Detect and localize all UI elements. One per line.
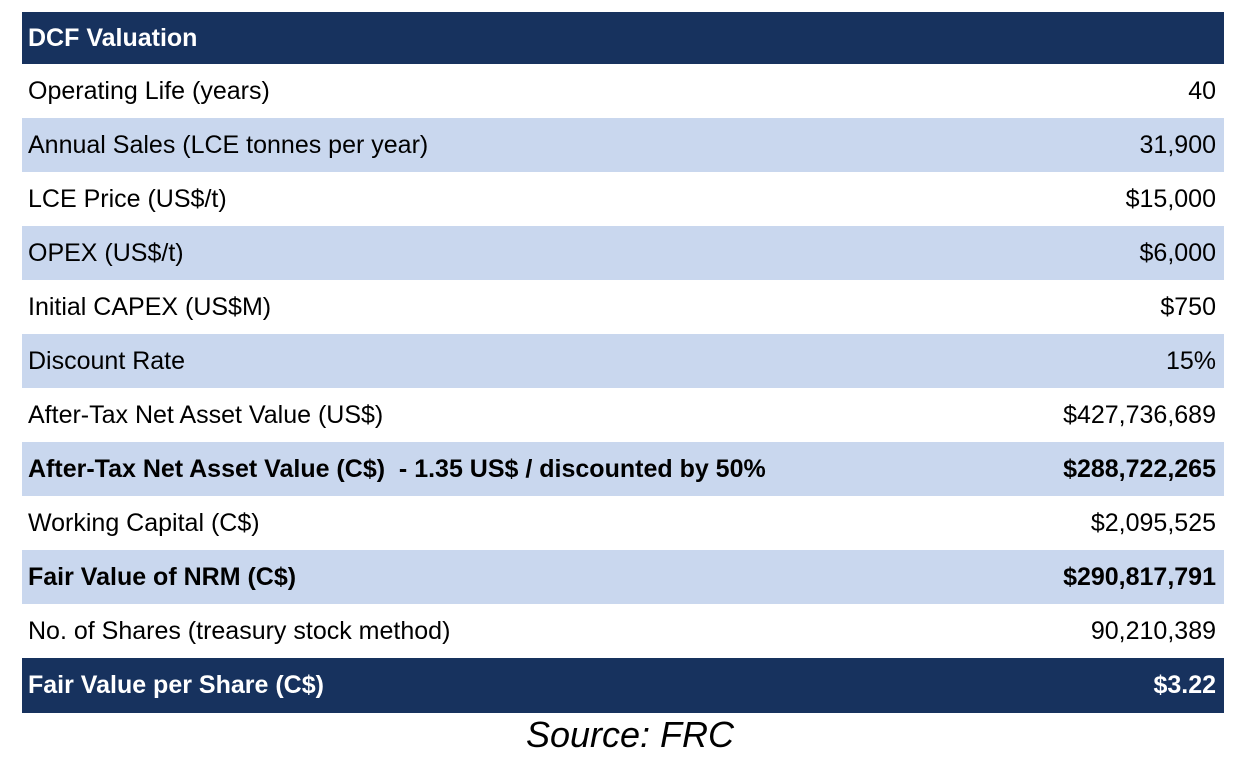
row-label: OPEX (US$/t) (28, 238, 184, 267)
row-working-capital: Working Capital (C$) $2,095,525 (22, 496, 1224, 550)
row-label: No. of Shares (treasury stock method) (28, 616, 451, 645)
row-value: $288,722,265 (1063, 454, 1216, 483)
row-operating-life: Operating Life (years) 40 (22, 64, 1224, 118)
row-label: Operating Life (years) (28, 76, 270, 105)
row-lce-price: LCE Price (US$/t) $15,000 (22, 172, 1224, 226)
row-value: 31,900 (1139, 130, 1216, 159)
row-label: Discount Rate (28, 346, 186, 375)
row-value: $750 (1160, 292, 1216, 321)
row-annual-sales: Annual Sales (LCE tonnes per year) 31,90… (22, 118, 1224, 172)
row-shares: No. of Shares (treasury stock method) 90… (22, 604, 1224, 658)
row-value: 40 (1188, 76, 1216, 105)
row-nav-usd: After-Tax Net Asset Value (US$) $427,736… (22, 388, 1224, 442)
row-nav-cad: After-Tax Net Asset Value (C$) - 1.35 US… (22, 442, 1224, 496)
row-value: 90,210,389 (1090, 616, 1216, 645)
row-value: $15,000 (1125, 184, 1216, 213)
footer-value: $3.22 (1153, 671, 1216, 699)
row-opex: OPEX (US$/t) $6,000 (22, 226, 1224, 280)
table-header: DCF Valuation (22, 12, 1224, 64)
row-value: $2,095,525 (1090, 508, 1216, 537)
row-label: Initial CAPEX (US$M) (28, 292, 272, 321)
footer-label: Fair Value per Share (C$) (28, 671, 324, 699)
row-value: $427,736,689 (1063, 400, 1216, 429)
row-label: Annual Sales (LCE tonnes per year) (28, 130, 429, 159)
row-discount-rate: Discount Rate 15% (22, 334, 1224, 388)
row-value: $6,000 (1139, 238, 1216, 267)
row-fair-value-nrm: Fair Value of NRM (C$) $290,817,791 (22, 550, 1224, 604)
row-value: 15% (1165, 346, 1216, 375)
row-initial-capex: Initial CAPEX (US$M) $750 (22, 280, 1224, 334)
row-label: Working Capital (C$) (28, 508, 260, 537)
row-label: Fair Value of NRM (C$) (28, 562, 297, 591)
row-label: After-Tax Net Asset Value (C$) - 1.35 US… (28, 454, 766, 483)
source-caption: Source: FRC (525, 714, 735, 755)
row-value: $290,817,791 (1063, 562, 1216, 591)
dcf-valuation-table: DCF Valuation Operating Life (years) 40 … (22, 12, 1224, 713)
table-title: DCF Valuation (28, 23, 198, 52)
table-footer-fair-value-per-share: Fair Value per Share (C$) $3.22 (22, 658, 1224, 713)
row-label: LCE Price (US$/t) (28, 184, 227, 213)
row-label: After-Tax Net Asset Value (US$) (28, 400, 384, 429)
